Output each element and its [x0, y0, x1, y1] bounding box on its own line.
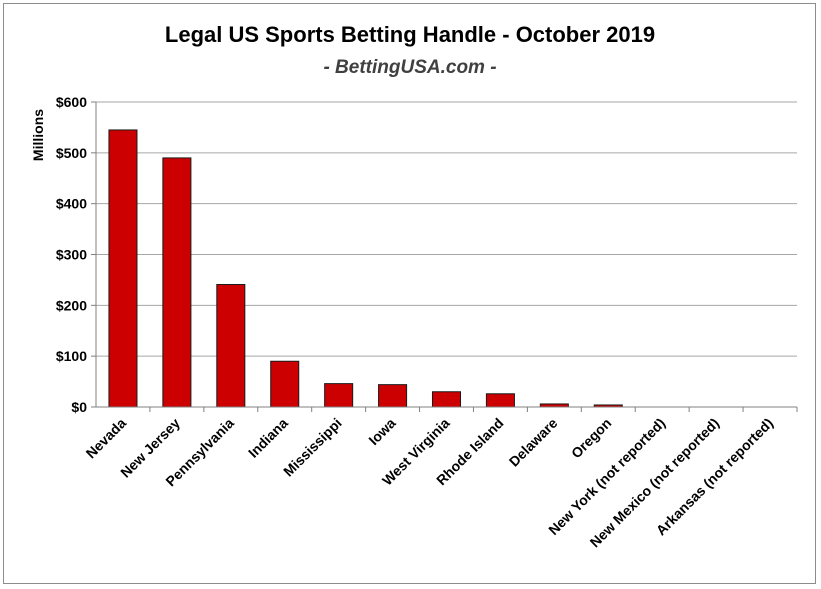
bar [378, 384, 408, 408]
y-tick-label: $300 [56, 247, 87, 263]
y-tick-label: $200 [56, 297, 87, 313]
axes [95, 102, 797, 408]
bar [485, 393, 515, 408]
bar [324, 383, 354, 408]
chart-subtitle: - BettingUSA.com - [323, 57, 496, 78]
y-tick-label: $600 [56, 94, 87, 110]
gridlines [96, 101, 797, 357]
y-tick-label: $500 [56, 145, 87, 161]
bar [431, 391, 462, 408]
bar [108, 129, 138, 408]
x-tick-label: Oregon [568, 415, 615, 462]
bar [270, 360, 300, 408]
bar [162, 157, 192, 408]
y-axis-label: Millions [30, 109, 46, 161]
x-tick-label: Delaware [506, 415, 561, 470]
y-tick-label: $100 [56, 348, 87, 364]
bar [216, 283, 246, 408]
y-tick-label: $400 [56, 196, 87, 212]
x-tick-label: Indiana [245, 415, 291, 461]
y-tick-label: $0 [71, 399, 87, 415]
x-tick-label: Iowa [365, 415, 398, 448]
chart-frame [3, 3, 816, 584]
bars [108, 129, 623, 408]
x-tick-label: Mississippi [280, 415, 345, 480]
y-axis-ticks: $0 $100 $200 $300 $400 $500 $600 [56, 94, 96, 415]
x-tick-label: Nevada [83, 415, 130, 462]
chart-title: Legal US Sports Betting Handle - October… [165, 22, 655, 47]
